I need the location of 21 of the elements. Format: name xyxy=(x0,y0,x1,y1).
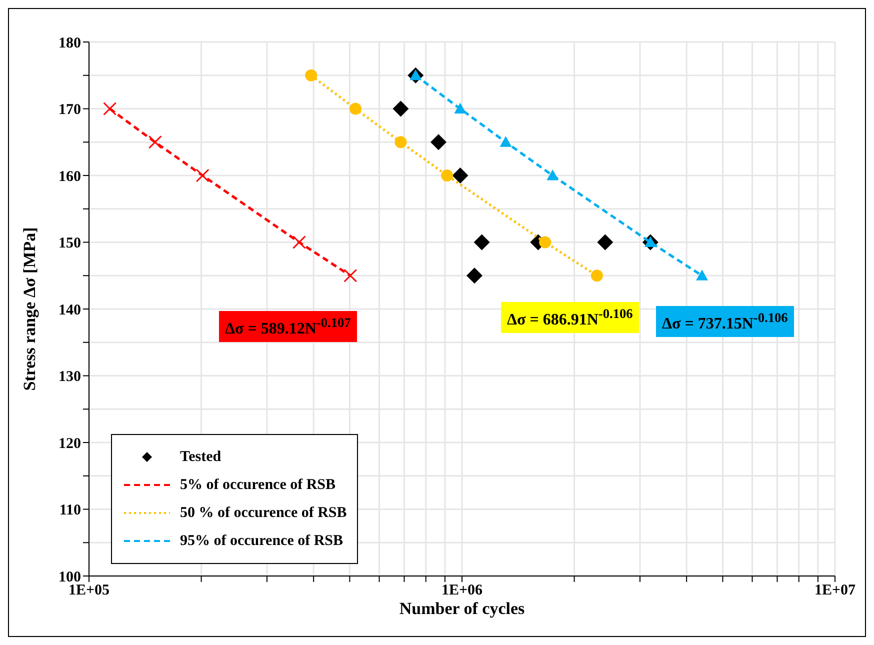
legend-label: 50 % of occurence of RSB xyxy=(180,504,347,522)
legend-label: 95% of occurence of RSB xyxy=(180,532,344,550)
y-tick-label: 110 xyxy=(59,502,81,519)
y-tick-label: 170 xyxy=(58,102,81,118)
legend-label: Tested xyxy=(180,448,222,466)
legend-label: 5% of occurence of RSB xyxy=(180,476,336,494)
y-axis-title: Stress range Δσ [MPa] xyxy=(20,227,40,391)
y-tick-label: 120 xyxy=(58,436,81,452)
annotation: Δσ = 686.91N$^{-0.106}$ xyxy=(501,302,639,334)
annotation: Δσ = 737.15N$^{-0.106}$ xyxy=(656,306,794,338)
y-tick-label: 150 xyxy=(58,236,81,252)
x-tick-label: 1E+05 xyxy=(68,582,110,599)
y-tick-label: 100 xyxy=(58,569,81,586)
x-tick-label: 1E+06 xyxy=(441,582,484,599)
annotation: Δσ = 589.12N$^{-0.107}$ xyxy=(219,311,357,342)
y-tick-label: 160 xyxy=(58,168,81,185)
x-axis-title: Number of cycles xyxy=(399,599,526,618)
y-tick-label: 180 xyxy=(58,35,81,52)
y-tick-label: 140 xyxy=(58,302,81,318)
y-tick-label: 130 xyxy=(58,369,81,386)
x-tick-label: 1E+07 xyxy=(814,582,856,599)
